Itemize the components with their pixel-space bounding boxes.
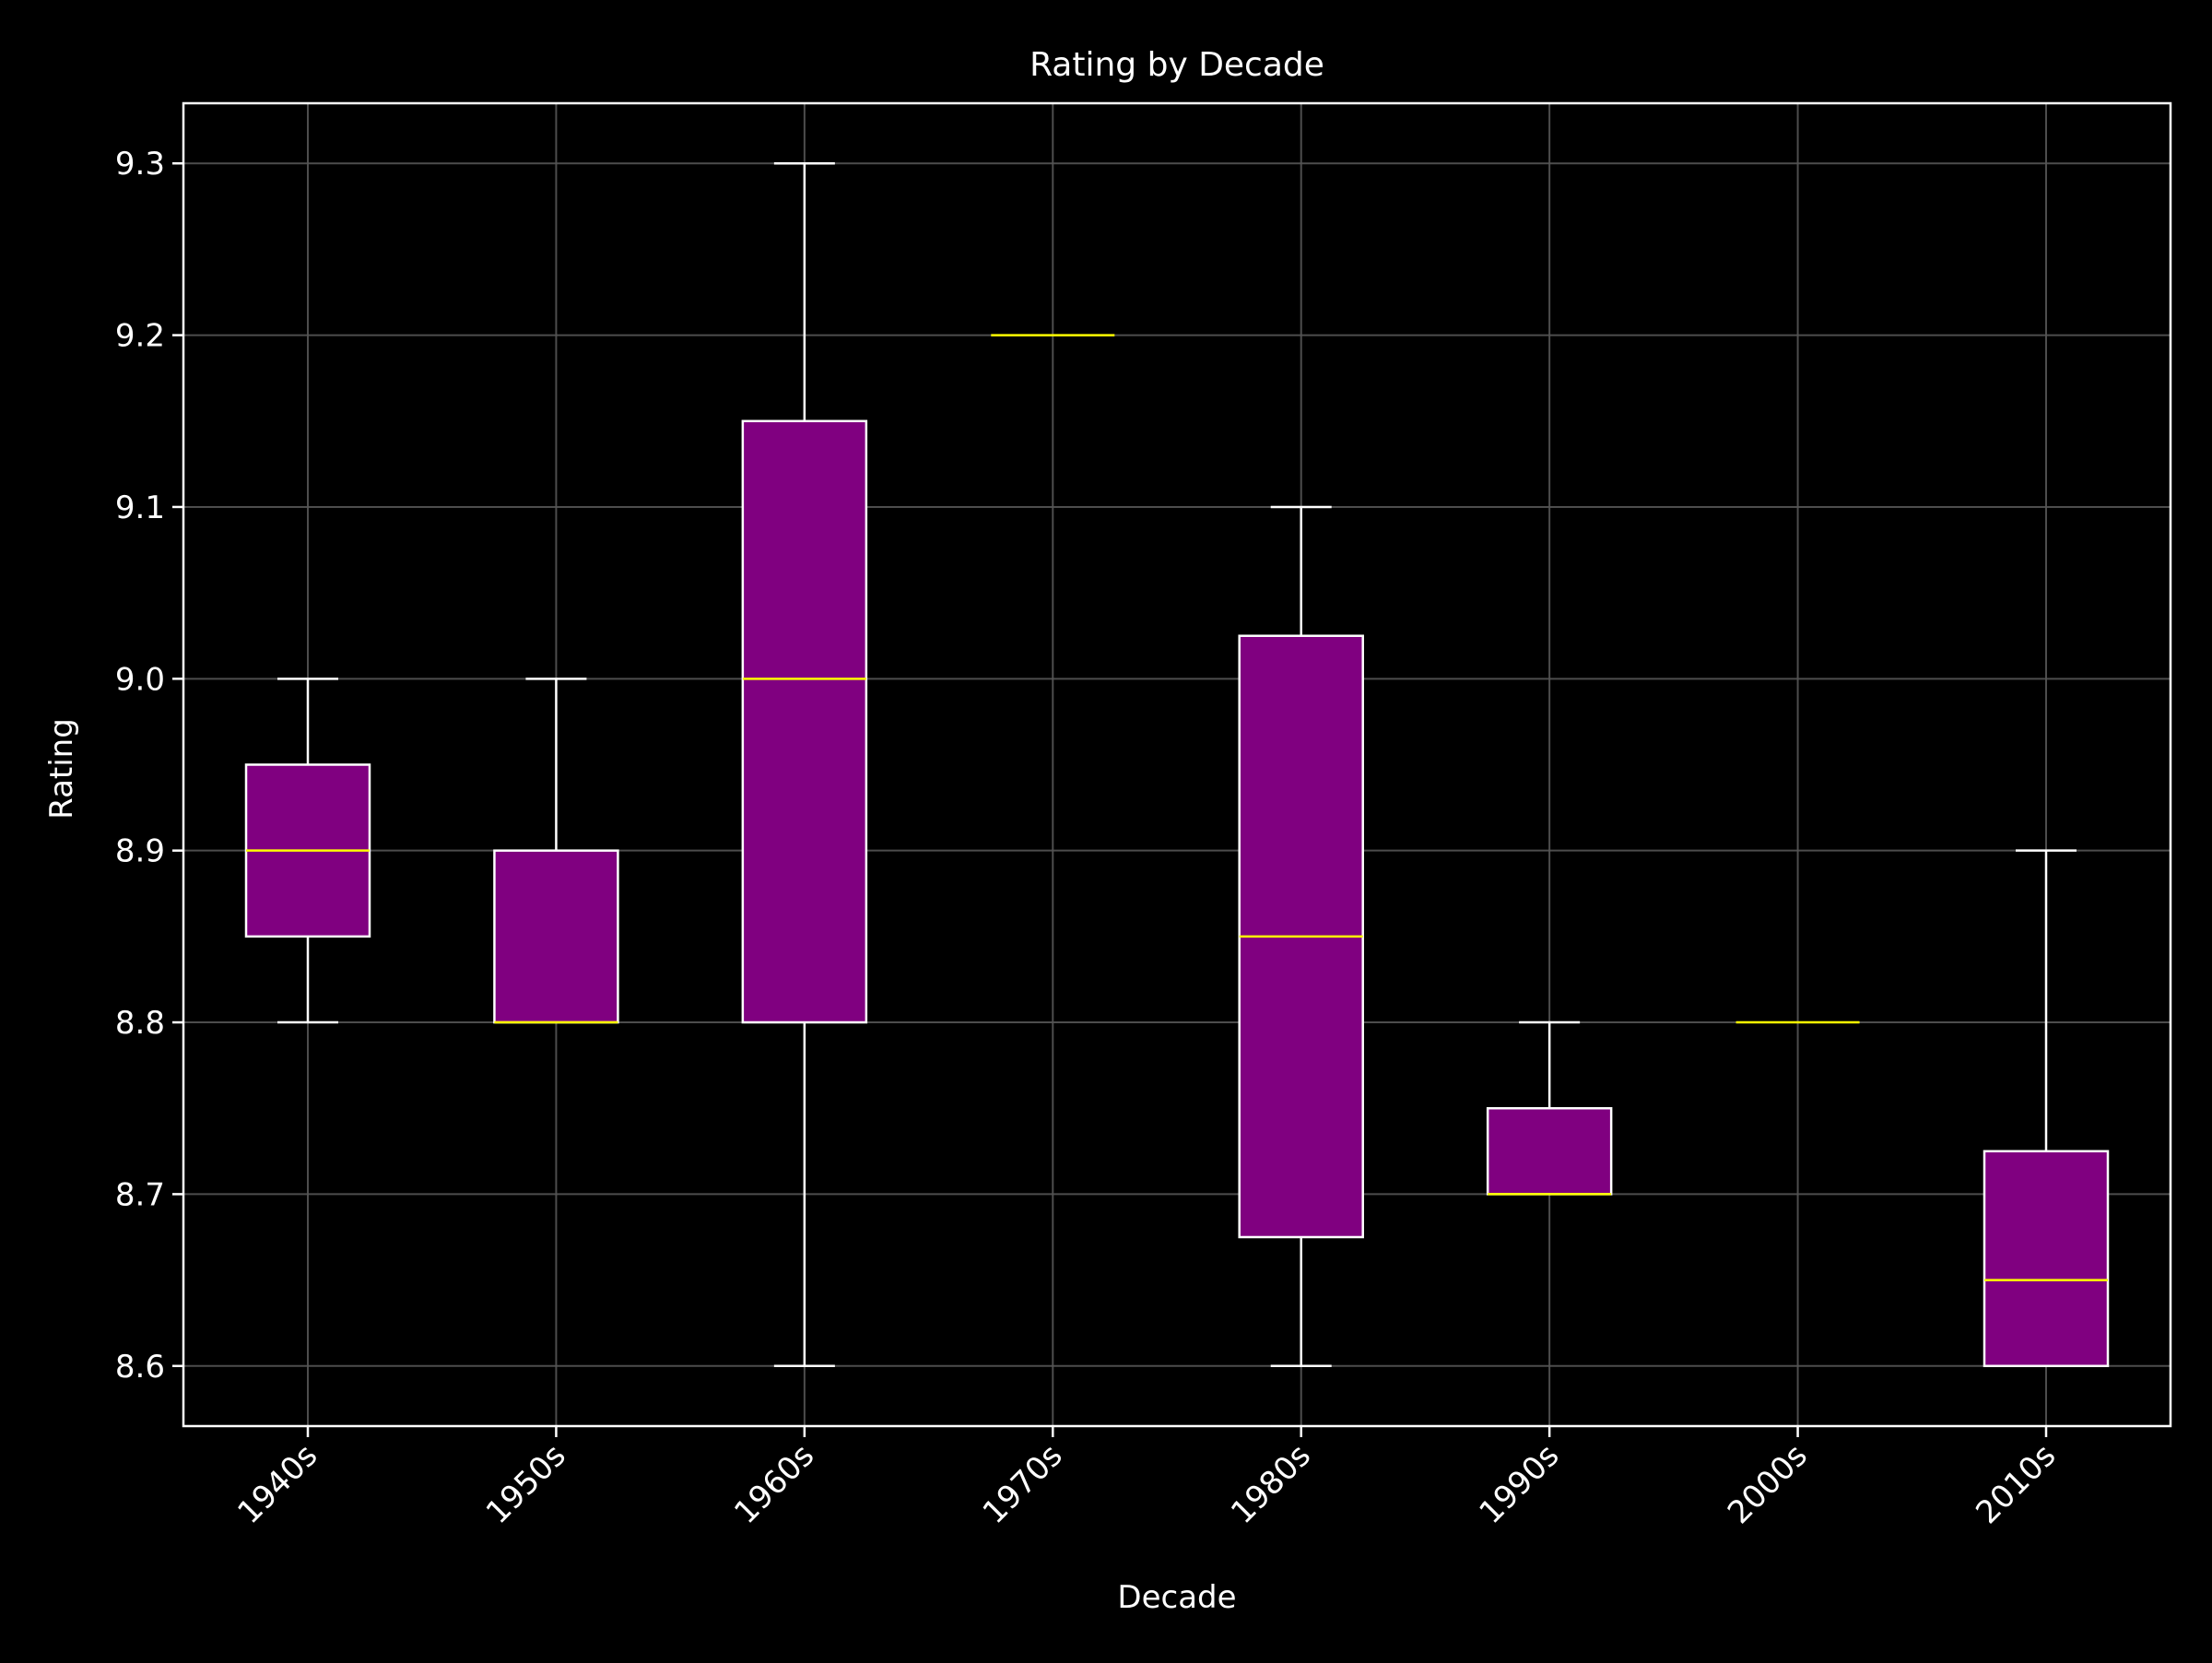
y-tick-label: 8.7 — [115, 1176, 165, 1213]
y-tick-label: 8.9 — [115, 833, 165, 870]
box-1950s — [493, 678, 619, 1024]
box-1940s — [244, 678, 371, 1024]
box-iqr — [493, 849, 619, 1024]
chart-title: Rating by Decade — [1030, 46, 1324, 84]
box-iqr — [1486, 1106, 1613, 1196]
boxes-group — [244, 161, 2110, 1368]
box-iqr — [1983, 1150, 2110, 1368]
box-2010s — [1983, 849, 2110, 1368]
box-1960s — [741, 161, 868, 1368]
x-axis-label: Decade — [1117, 1579, 1236, 1616]
y-tick-label: 9.0 — [115, 661, 165, 698]
y-axis-label: Rating — [43, 718, 80, 820]
y-tick-label: 8.6 — [115, 1349, 165, 1386]
box-1980s — [1238, 505, 1364, 1368]
y-tick-label: 9.2 — [115, 318, 165, 355]
y-tick-label: 8.8 — [115, 1005, 165, 1042]
plot-frame — [182, 101, 2172, 1428]
box-1990s — [1486, 1020, 1613, 1196]
y-tick-label: 9.1 — [115, 489, 165, 526]
box-iqr — [741, 419, 868, 1024]
y-tick-label: 9.3 — [115, 146, 165, 183]
